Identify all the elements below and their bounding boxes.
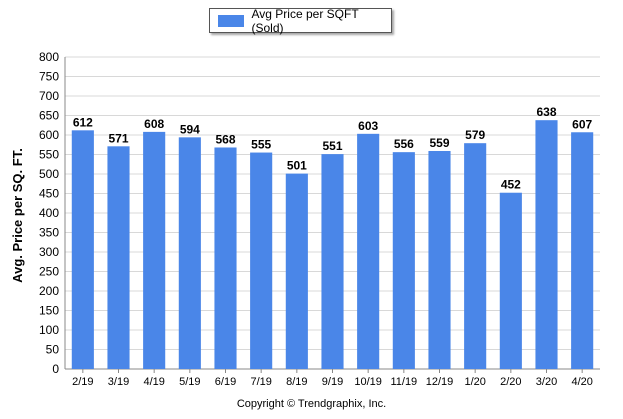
- bar: [571, 132, 594, 369]
- x-tick-label: 2/19: [72, 376, 93, 388]
- bar: [357, 133, 380, 369]
- x-tick-label: 2/20: [500, 376, 521, 388]
- data-label: 556: [394, 137, 414, 151]
- data-label: 501: [287, 159, 307, 173]
- x-tick-label: 5/19: [179, 376, 200, 388]
- data-label: 607: [572, 117, 592, 131]
- y-tick-label: 650: [39, 109, 59, 123]
- x-tick-label: 12/19: [426, 376, 454, 388]
- x-tick-label: 8/19: [286, 376, 307, 388]
- y-tick-label: 200: [39, 284, 59, 298]
- x-tick-label: 4/20: [571, 376, 592, 388]
- data-label: 452: [501, 178, 521, 192]
- bar: [178, 137, 201, 369]
- data-label: 568: [215, 132, 235, 146]
- x-tick-label: 6/19: [215, 376, 236, 388]
- data-label: 555: [251, 138, 271, 152]
- data-label: 603: [358, 119, 378, 133]
- y-tick-label: 600: [39, 128, 59, 142]
- x-tick-label: 4/19: [143, 376, 164, 388]
- y-tick-label: 250: [39, 265, 59, 279]
- y-tick-label: 400: [39, 206, 59, 220]
- legend-swatch: [218, 14, 244, 27]
- y-tick-label: 150: [39, 304, 59, 318]
- x-tick-label: 11/19: [390, 376, 417, 388]
- data-label: 571: [108, 131, 128, 145]
- bar: [321, 154, 344, 369]
- y-tick-label: 350: [39, 226, 59, 240]
- x-tick-label: 1/20: [464, 376, 485, 388]
- y-tick-label: 550: [39, 148, 59, 162]
- bar: [214, 147, 237, 369]
- data-label: 612: [73, 115, 93, 129]
- copyright-text: Copyright © Trendgraphix, Inc.: [236, 398, 387, 410]
- bar: [499, 192, 522, 369]
- x-tick-label: 7/19: [250, 376, 271, 388]
- y-tick-label: 750: [39, 70, 59, 84]
- data-label: 608: [144, 117, 164, 131]
- bar: [285, 173, 308, 369]
- y-tick-label: 300: [39, 245, 59, 259]
- y-tick-label: 0: [52, 362, 59, 376]
- data-label: 551: [322, 139, 342, 153]
- x-tick-label: 9/19: [322, 376, 343, 388]
- y-tick-label: 50: [46, 343, 60, 357]
- y-tick-label: 100: [39, 323, 59, 337]
- data-label: 594: [180, 122, 200, 136]
- y-tick-label: 700: [39, 89, 59, 103]
- bar: [71, 130, 94, 369]
- bar: [143, 131, 166, 369]
- legend-label: Avg Price per SQFT (Sold): [251, 6, 359, 35]
- y-tick-label: 800: [39, 50, 59, 64]
- legend: Avg Price per SQFT (Sold): [209, 6, 392, 35]
- bar: [392, 152, 415, 369]
- bar: [535, 120, 558, 370]
- data-label: 579: [465, 128, 485, 142]
- x-tick-label: 3/20: [536, 376, 557, 388]
- bar: [107, 146, 130, 369]
- x-tick-label: 3/19: [108, 376, 129, 388]
- x-tick-label: 10/19: [354, 376, 382, 388]
- y-tick-label: 450: [39, 187, 59, 201]
- bar: [428, 150, 451, 369]
- bar: [464, 143, 487, 369]
- data-label: 559: [429, 136, 449, 150]
- data-label: 638: [536, 105, 556, 119]
- bar: [250, 152, 273, 369]
- y-tick-label: 500: [39, 167, 59, 181]
